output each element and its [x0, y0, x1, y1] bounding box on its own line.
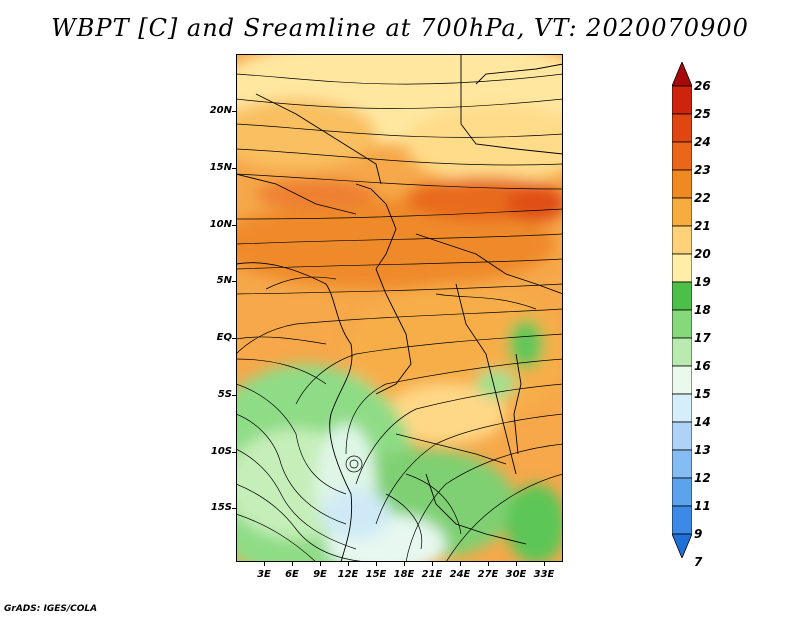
- lon-label-15e: 15E: [365, 569, 387, 580]
- colorbar-label: 16: [694, 359, 711, 373]
- lat-tick: [232, 508, 236, 509]
- lon-label-21e: 21E: [421, 569, 443, 580]
- colorbar-cell: [672, 169, 692, 199]
- wbpt-field: [236, 54, 563, 562]
- colorbar-label: 11: [694, 499, 711, 513]
- lat-label-15n: 15N: [209, 162, 232, 173]
- lat-tick: [232, 452, 236, 453]
- lon-label-24e: 24E: [449, 569, 471, 580]
- lat-tick: [232, 111, 236, 112]
- colorbar-cell: [672, 449, 692, 479]
- colorbar-label: 23: [694, 163, 711, 177]
- lon-tick: [432, 562, 433, 566]
- lon-label-27e: 27E: [477, 569, 499, 580]
- colorbar-label: 15: [694, 387, 711, 401]
- colorbar-cell: [672, 393, 692, 423]
- lat-tick: [232, 395, 236, 396]
- colorbar-cell: [672, 113, 692, 143]
- map-panel: [236, 54, 563, 562]
- lon-tick: [264, 562, 265, 566]
- colorbar-cell: [672, 253, 692, 283]
- colorbar-cell: [672, 421, 692, 451]
- lon-tick: [320, 562, 321, 566]
- lon-label-33e: 33E: [533, 569, 555, 580]
- colorbar-label: 26: [694, 79, 711, 93]
- lat-label-10s: 10S: [210, 446, 232, 457]
- map-title: WBPT [C] and Sreamline at 700hPa, VT: 20…: [51, 14, 749, 42]
- colorbar-label: 12: [694, 471, 711, 485]
- lon-tick: [404, 562, 405, 566]
- colorbar-cell: [672, 365, 692, 395]
- colorbar-label: 14: [694, 415, 711, 429]
- lat-label-10n: 10N: [209, 219, 232, 230]
- lat-tick: [232, 168, 236, 169]
- colorbar-cell: [672, 505, 692, 535]
- colorbar-cell: [672, 309, 692, 339]
- colorbar-label: 18: [694, 303, 711, 317]
- colorbar-cell: [672, 85, 692, 115]
- colorbar-cap-bottom: [672, 533, 692, 558]
- colorbar-cell: [672, 197, 692, 227]
- lat-label-5n: 5N: [216, 275, 232, 286]
- lon-label-6e: 6E: [285, 569, 299, 580]
- lon-label-3e: 3E: [257, 569, 271, 580]
- lon-label-12e: 12E: [337, 569, 359, 580]
- lon-label-18e: 18E: [393, 569, 415, 580]
- grads-credit: GrADS: IGES/COLA: [4, 604, 98, 614]
- lat-label-20n: 20N: [209, 105, 232, 116]
- colorbar-cell: [672, 477, 692, 507]
- colorbar-label: 22: [694, 191, 711, 205]
- colorbar-label: 24: [694, 135, 711, 149]
- lon-tick: [488, 562, 489, 566]
- colorbar-cell: [672, 225, 692, 255]
- lon-tick: [292, 562, 293, 566]
- lat-tick: [232, 281, 236, 282]
- colorbar: [672, 62, 692, 558]
- lat-label-eq: EQ: [216, 332, 232, 343]
- colorbar-label: 21: [694, 219, 711, 233]
- lon-tick: [460, 562, 461, 566]
- colorbar-label: 25: [694, 107, 711, 121]
- colorbar-label: 9: [694, 527, 703, 541]
- lon-tick: [376, 562, 377, 566]
- lon-tick: [544, 562, 545, 566]
- colorbar-cell: [672, 141, 692, 171]
- colorbar-label: 7: [694, 555, 703, 569]
- lat-label-5s: 5S: [217, 389, 232, 400]
- colorbar-cap-top: [672, 62, 692, 87]
- lat-tick: [232, 338, 236, 339]
- lon-tick: [348, 562, 349, 566]
- colorbar-label: 19: [694, 275, 711, 289]
- colorbar-label: 20: [694, 247, 711, 261]
- colorbar-label: 17: [694, 331, 711, 345]
- colorbar-label: 13: [694, 443, 711, 457]
- lat-tick: [232, 225, 236, 226]
- lon-tick: [516, 562, 517, 566]
- lat-label-15s: 15S: [210, 502, 232, 513]
- colorbar-cell: [672, 337, 692, 367]
- colorbar-cell: [672, 281, 692, 311]
- lon-label-9e: 9E: [313, 569, 327, 580]
- lon-label-30e: 30E: [505, 569, 527, 580]
